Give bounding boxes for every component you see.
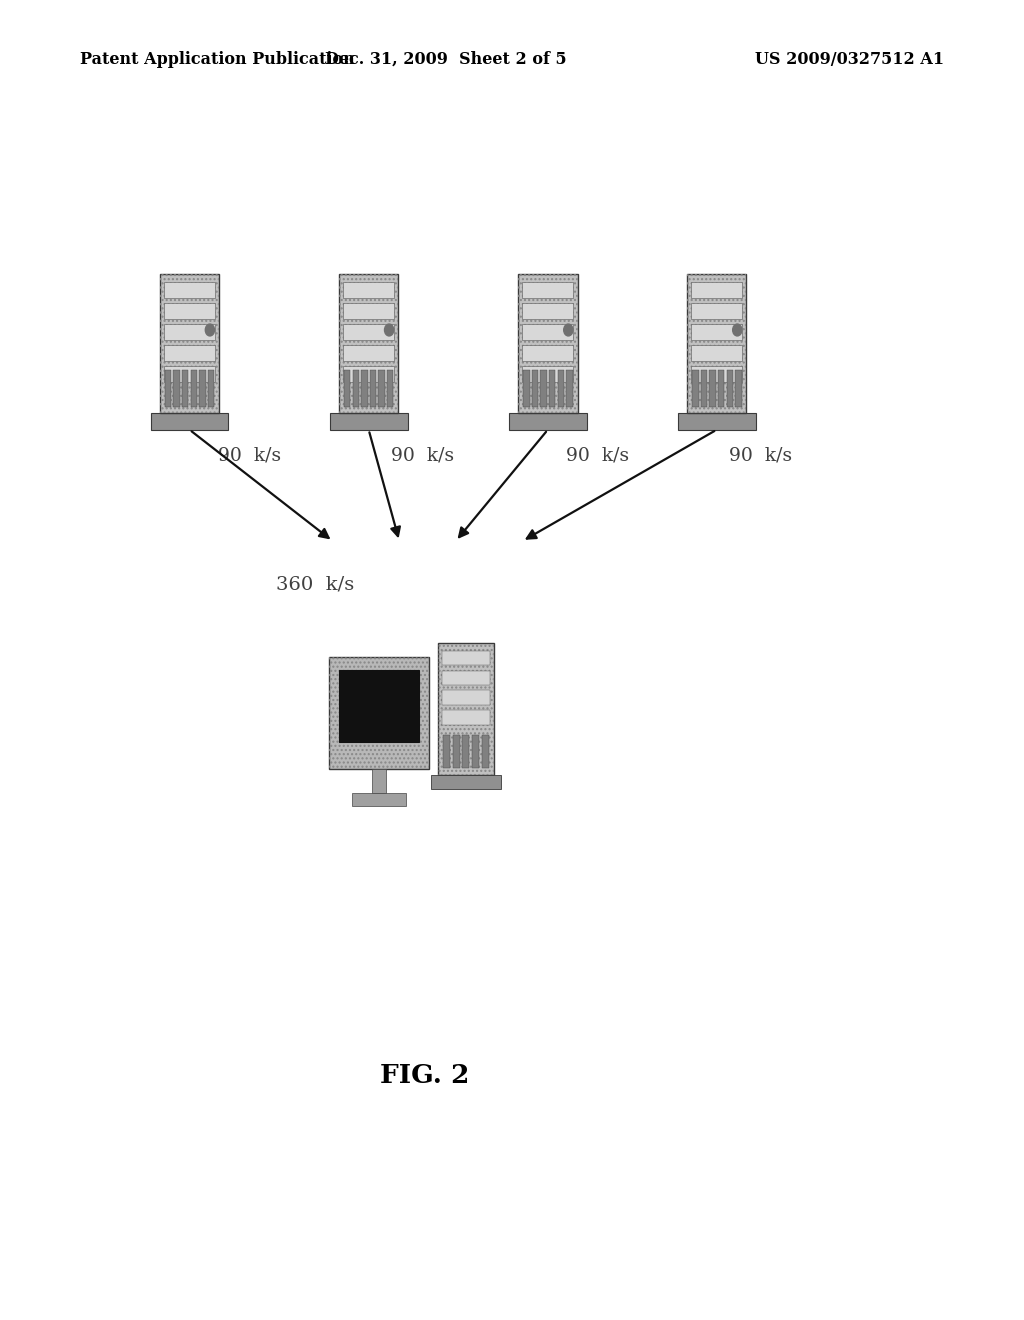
FancyBboxPatch shape [509, 412, 587, 430]
FancyBboxPatch shape [160, 275, 219, 412]
Text: 360  k/s: 360 k/s [276, 576, 354, 594]
FancyBboxPatch shape [700, 370, 708, 407]
FancyBboxPatch shape [462, 735, 469, 768]
FancyBboxPatch shape [691, 366, 742, 383]
FancyBboxPatch shape [531, 370, 539, 407]
FancyBboxPatch shape [541, 370, 547, 407]
Circle shape [564, 323, 573, 337]
FancyBboxPatch shape [330, 412, 408, 430]
FancyBboxPatch shape [164, 325, 215, 341]
FancyBboxPatch shape [164, 281, 215, 298]
Text: 90  k/s: 90 k/s [729, 446, 793, 465]
FancyBboxPatch shape [329, 656, 429, 768]
FancyBboxPatch shape [190, 370, 197, 407]
FancyBboxPatch shape [372, 768, 386, 792]
Text: 90  k/s: 90 k/s [391, 446, 455, 465]
FancyBboxPatch shape [173, 370, 180, 407]
FancyBboxPatch shape [165, 370, 171, 407]
FancyBboxPatch shape [442, 690, 489, 705]
FancyBboxPatch shape [523, 370, 529, 407]
FancyBboxPatch shape [710, 370, 716, 407]
Text: 90  k/s: 90 k/s [566, 446, 630, 465]
FancyBboxPatch shape [361, 370, 368, 407]
FancyBboxPatch shape [164, 304, 215, 319]
FancyBboxPatch shape [164, 346, 215, 362]
Circle shape [384, 323, 393, 337]
FancyBboxPatch shape [343, 281, 394, 298]
FancyBboxPatch shape [343, 346, 394, 362]
FancyBboxPatch shape [687, 275, 746, 412]
FancyBboxPatch shape [522, 325, 573, 341]
FancyBboxPatch shape [566, 370, 572, 407]
FancyBboxPatch shape [370, 370, 376, 407]
Text: Patent Application Publication: Patent Application Publication [80, 51, 354, 67]
FancyBboxPatch shape [549, 370, 555, 407]
FancyBboxPatch shape [442, 710, 489, 725]
FancyBboxPatch shape [735, 370, 741, 407]
FancyBboxPatch shape [438, 643, 494, 775]
Text: 90  k/s: 90 k/s [218, 446, 282, 465]
Text: FIG. 2: FIG. 2 [380, 1064, 470, 1088]
FancyBboxPatch shape [522, 366, 573, 383]
FancyBboxPatch shape [343, 304, 394, 319]
FancyBboxPatch shape [718, 370, 724, 407]
FancyBboxPatch shape [522, 304, 573, 319]
FancyBboxPatch shape [691, 281, 742, 298]
FancyBboxPatch shape [518, 275, 578, 412]
FancyBboxPatch shape [558, 370, 564, 407]
FancyBboxPatch shape [339, 275, 398, 412]
FancyBboxPatch shape [691, 325, 742, 341]
FancyBboxPatch shape [472, 735, 479, 768]
FancyBboxPatch shape [522, 346, 573, 362]
FancyBboxPatch shape [442, 671, 489, 685]
Text: US 2009/0327512 A1: US 2009/0327512 A1 [755, 51, 944, 67]
FancyBboxPatch shape [453, 735, 460, 768]
FancyBboxPatch shape [182, 370, 188, 407]
FancyBboxPatch shape [151, 412, 228, 430]
FancyBboxPatch shape [442, 651, 489, 665]
FancyBboxPatch shape [678, 412, 756, 430]
FancyBboxPatch shape [522, 281, 573, 298]
FancyBboxPatch shape [352, 792, 406, 805]
Text: Dec. 31, 2009  Sheet 2 of 5: Dec. 31, 2009 Sheet 2 of 5 [325, 51, 566, 67]
FancyBboxPatch shape [379, 370, 385, 407]
FancyBboxPatch shape [200, 370, 206, 407]
FancyBboxPatch shape [208, 370, 214, 407]
FancyBboxPatch shape [164, 366, 215, 383]
FancyBboxPatch shape [339, 671, 419, 742]
FancyBboxPatch shape [692, 370, 698, 407]
FancyBboxPatch shape [343, 325, 394, 341]
FancyBboxPatch shape [387, 370, 393, 407]
FancyBboxPatch shape [691, 304, 742, 319]
FancyBboxPatch shape [727, 370, 733, 407]
Circle shape [205, 323, 215, 337]
FancyBboxPatch shape [442, 735, 450, 768]
Circle shape [733, 323, 741, 337]
FancyBboxPatch shape [352, 370, 359, 407]
FancyBboxPatch shape [691, 346, 742, 362]
FancyBboxPatch shape [481, 735, 488, 768]
FancyBboxPatch shape [430, 775, 502, 789]
FancyBboxPatch shape [343, 366, 394, 383]
FancyBboxPatch shape [344, 370, 350, 407]
